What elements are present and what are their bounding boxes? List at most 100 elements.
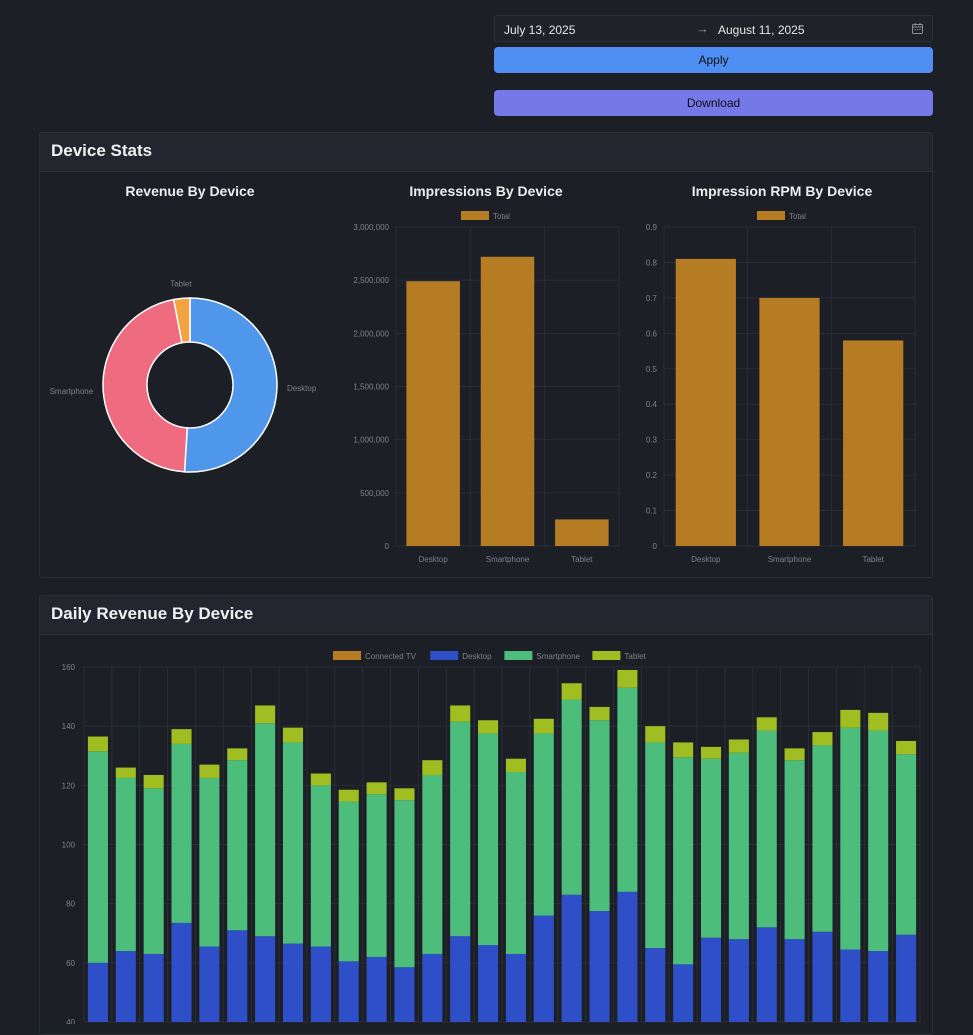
y-tick-label: 40 — [66, 1018, 75, 1024]
bar-segment-desktop — [756, 927, 777, 1022]
bar-segment-smartphone — [868, 730, 889, 951]
y-tick-label: 0.2 — [646, 471, 658, 480]
y-tick-label: 100 — [62, 841, 76, 850]
apply-button[interactable]: Apply — [494, 47, 933, 73]
x-tick-label: Desktop — [418, 555, 448, 564]
bar-segment-desktop — [310, 946, 331, 1022]
device-stats-title: Device Stats — [40, 133, 932, 172]
legend-label: Connected TV — [365, 652, 417, 661]
end-date[interactable]: August 11, 2025 — [718, 23, 805, 37]
bar-segment-desktop — [700, 937, 722, 1022]
bar-segment-desktop — [505, 953, 526, 1022]
bar-segment-smartphone — [338, 801, 359, 962]
calendar-icon[interactable] — [912, 23, 923, 34]
bar-segment-desktop — [87, 962, 108, 1022]
x-tick-label: Smartphone — [486, 555, 530, 564]
pie-label: Tablet — [170, 279, 192, 288]
bar-desktop — [675, 258, 736, 546]
bar-segment-desktop — [561, 894, 582, 1022]
bar-segment-tablet — [199, 764, 220, 778]
bar-segment-smartphone — [756, 730, 777, 928]
y-tick-label: 0.4 — [646, 400, 658, 409]
y-tick-label: 0 — [385, 542, 390, 551]
bar-segment-tablet — [255, 705, 276, 724]
y-tick-label: 120 — [62, 781, 76, 790]
pie-slice-tablet — [172, 297, 191, 344]
y-tick-label: 2,000,000 — [353, 329, 389, 338]
date-range-picker[interactable]: July 13, 2025 → August 11, 2025 — [494, 15, 933, 42]
bar-segment-desktop — [338, 961, 359, 1022]
bar-segment-smartphone — [840, 727, 861, 950]
bar-tablet — [843, 340, 904, 546]
bar-segment-tablet — [505, 758, 526, 773]
bar-segment-tablet — [171, 729, 192, 744]
legend-swatch — [757, 211, 785, 220]
y-tick-label: 1,000,000 — [353, 436, 389, 445]
bar-tablet — [555, 519, 609, 546]
bar-segment-tablet — [422, 760, 443, 775]
bar-segment-smartphone — [896, 754, 917, 935]
bar-segment-smartphone — [505, 772, 526, 954]
legend-label: Total — [493, 212, 510, 221]
bar-segment-desktop — [533, 915, 554, 1022]
bar-segment-desktop — [143, 953, 164, 1022]
bar-segment-smartphone — [617, 687, 638, 892]
impressions-by-device-title: Impressions By Device — [409, 183, 563, 199]
bar-segment-smartphone — [227, 760, 248, 931]
bar-segment-tablet — [282, 727, 304, 743]
bar-desktop — [406, 281, 460, 546]
daily-revenue-title: Daily Revenue By Device — [40, 596, 932, 635]
bar-segment-smartphone — [673, 757, 694, 965]
legend-swatch — [504, 651, 533, 660]
y-tick-label: 0 — [653, 542, 658, 551]
bar-segment-desktop — [366, 956, 387, 1022]
rpm-by-device-chart: Total 0 0.1 0.2 0.3 0.4 0.5 0.6 0.7 0.8 0.9 Desktop… — [646, 211, 916, 564]
bar-segment-desktop — [589, 911, 610, 1022]
bar-segment-smartphone — [394, 800, 415, 968]
bar-segment-desktop — [422, 953, 443, 1022]
y-tick-label: 0.7 — [646, 294, 658, 303]
y-tick-label: 140 — [62, 722, 76, 731]
bar-segment-tablet — [227, 748, 248, 761]
bar-segment-tablet — [673, 742, 694, 758]
start-date[interactable]: July 13, 2025 — [504, 23, 576, 37]
y-tick-label: 0.6 — [646, 329, 658, 338]
revenue-by-device-title: Revenue By Device — [125, 183, 255, 199]
bar-segment-smartphone — [533, 733, 554, 916]
legend-label: Total — [789, 212, 806, 221]
bar-segment-desktop — [394, 967, 415, 1022]
bar-segment-smartphone — [784, 760, 805, 940]
y-tick-label: 0.9 — [646, 223, 658, 232]
y-tick-label: 0.5 — [646, 365, 658, 374]
bar-segment-tablet — [868, 712, 889, 731]
legend-label: Smartphone — [536, 652, 580, 661]
legend-swatch — [461, 211, 489, 220]
bar-segment-tablet — [840, 709, 861, 728]
bar-segment-smartphone — [422, 774, 443, 954]
daily-revenue-chart: Connected TV Desktop Smartphone Tablet 40 60 8… — [62, 651, 921, 1024]
bar-segment-smartphone — [366, 794, 387, 957]
bar-segment-tablet — [533, 718, 554, 734]
bar-segment-smartphone — [561, 699, 582, 895]
bar-segment-tablet — [589, 706, 610, 721]
pie-label: Desktop — [287, 384, 317, 393]
x-tick-label: Desktop — [691, 555, 721, 564]
bar-segment-tablet — [87, 736, 108, 752]
bar-segment-tablet — [450, 705, 471, 722]
bar-segment-desktop — [673, 964, 694, 1022]
bar-segment-tablet — [366, 782, 387, 795]
bar-segment-tablet — [812, 732, 833, 746]
download-button[interactable]: Download — [494, 90, 933, 116]
bar-segment-smartphone — [310, 785, 331, 947]
y-tick-label: 0.8 — [646, 258, 658, 267]
bar-segment-desktop — [645, 948, 666, 1022]
bar-smartphone — [480, 256, 535, 546]
y-tick-label: 160 — [62, 663, 76, 672]
bar-segment-smartphone — [171, 743, 192, 923]
legend-swatch — [430, 651, 459, 660]
bar-segment-tablet — [896, 740, 917, 755]
bar-segment-desktop — [812, 931, 833, 1022]
bar-segment-tablet — [115, 767, 136, 778]
bar-segment-smartphone — [143, 788, 164, 954]
bar-segment-tablet — [756, 717, 777, 731]
